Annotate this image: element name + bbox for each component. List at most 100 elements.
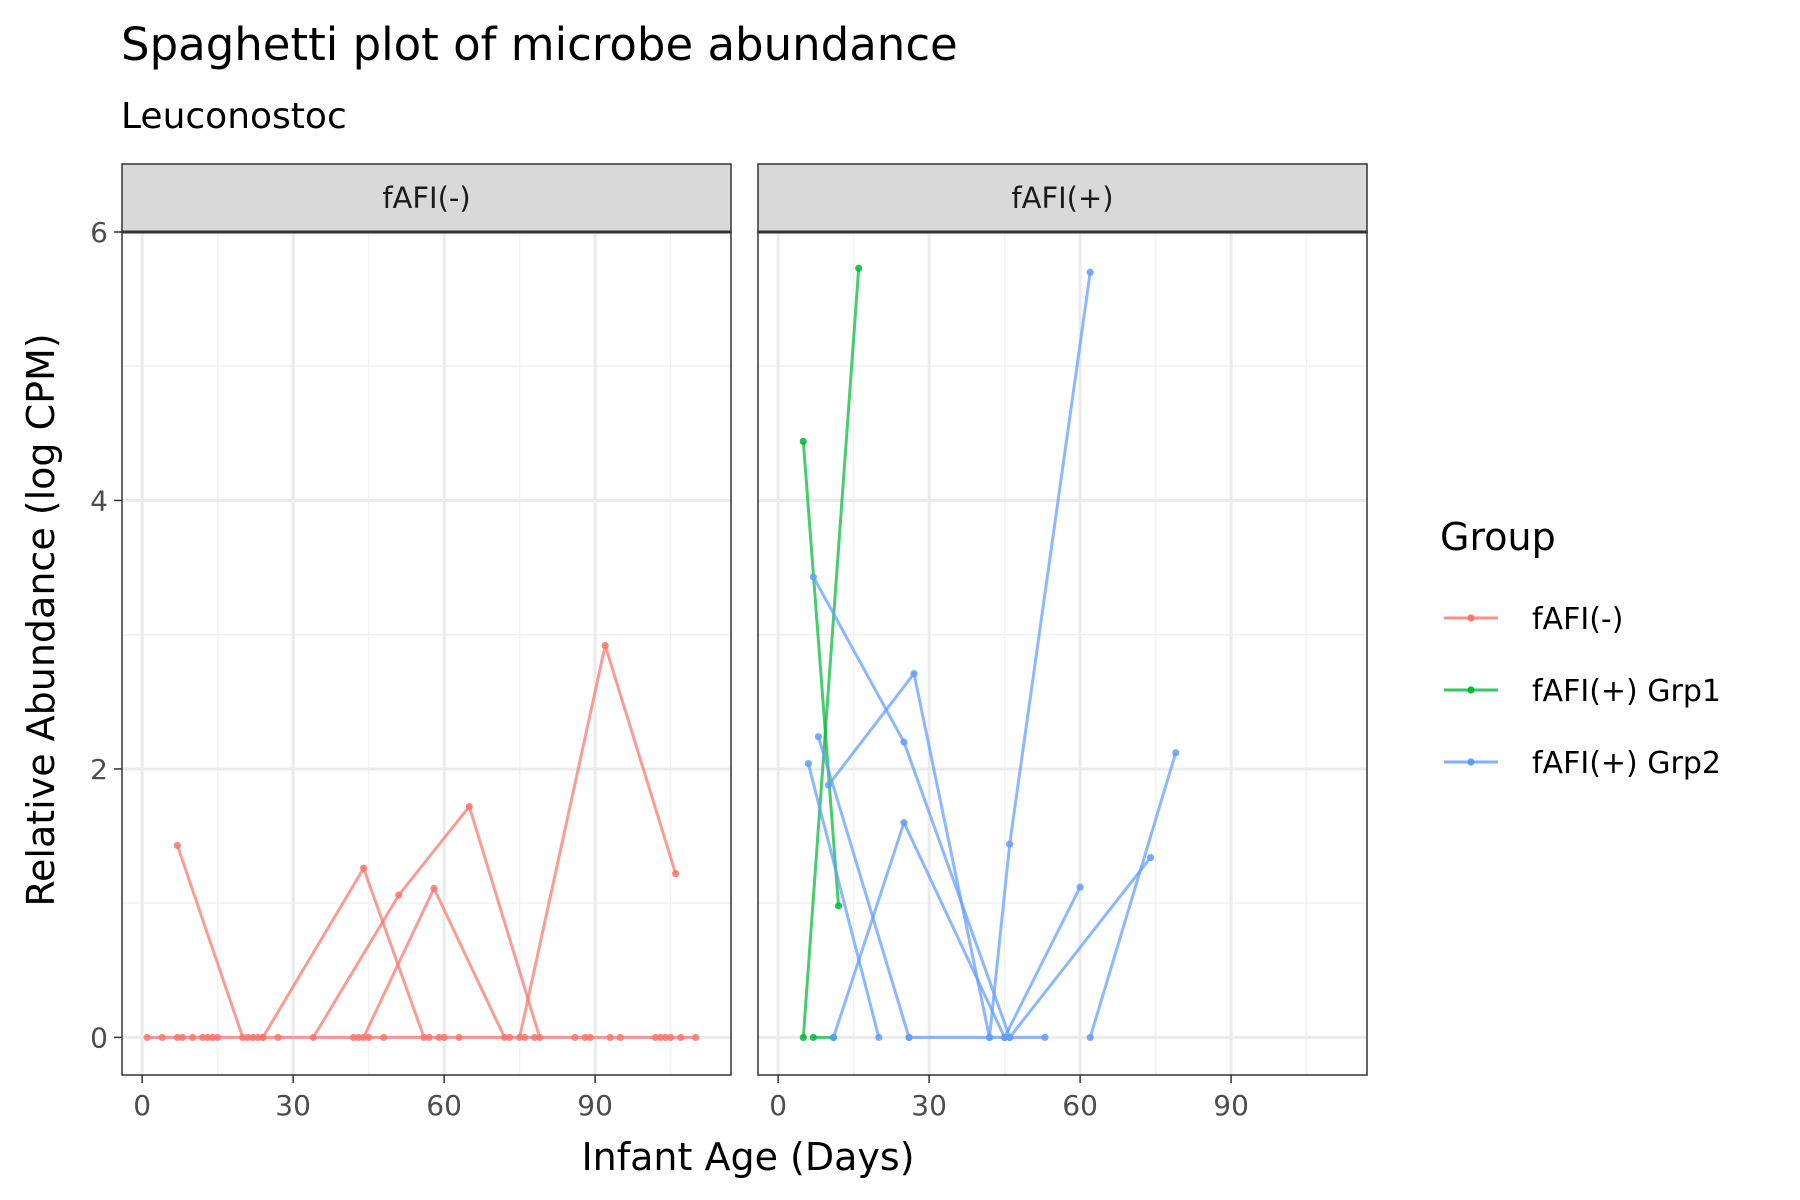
- data-point: [173, 841, 181, 850]
- data-point: [804, 759, 812, 768]
- x-axis-ticks: 0 30 60 90 0 30 60 90: [133, 1075, 1249, 1122]
- x-tick-label: 90: [577, 1089, 613, 1122]
- data-point: [809, 573, 817, 581]
- data-point: [349, 1033, 358, 1042]
- data-point: [521, 1033, 529, 1042]
- data-point: [244, 1033, 252, 1042]
- facet-strip: [121, 163, 732, 233]
- data-point: [601, 641, 609, 650]
- series-line: [312, 805, 542, 1039]
- data-point: [824, 781, 833, 789]
- data-point: [1146, 853, 1155, 862]
- y-axis-title: Relative Abundance (log CPM): [19, 333, 63, 906]
- data-point: [900, 819, 908, 827]
- series-line: [806, 763, 881, 1038]
- data-point: [661, 1033, 670, 1042]
- facet-panels: fAFI(-) fAFI(+): [121, 163, 1368, 1076]
- data-point: [1086, 1033, 1094, 1042]
- legend-label: fAFI(+) Grp2: [1532, 746, 1721, 781]
- x-tick-label: 0: [769, 1089, 787, 1122]
- data-point: [173, 1033, 181, 1042]
- legend-title: Group: [1440, 515, 1556, 559]
- y-tick-label: 6: [90, 216, 108, 249]
- x-tick-label: 90: [1213, 1089, 1249, 1122]
- legend-key-point: [1467, 614, 1475, 622]
- panel-background: [122, 232, 731, 1075]
- data-point: [425, 1033, 433, 1042]
- x-tick-label: 30: [911, 1089, 947, 1122]
- data-point: [829, 1033, 838, 1042]
- data-point: [809, 1033, 817, 1042]
- data-point: [814, 733, 822, 741]
- data-point: [571, 1033, 579, 1042]
- data-point: [586, 1033, 594, 1042]
- facet-strip-label: fAFI(-): [382, 181, 470, 215]
- facet-strip: [757, 163, 1368, 233]
- data-point: [1006, 840, 1014, 848]
- series-line: [1008, 856, 1152, 1039]
- data-point: [651, 1033, 660, 1042]
- data-point: [672, 870, 680, 878]
- legend-label: fAFI(+) Grp1: [1532, 674, 1721, 709]
- series-line: [801, 268, 861, 1038]
- y-axis-ticks: 0 2 4 6: [90, 216, 122, 1054]
- data-point: [430, 884, 438, 893]
- data-point: [1041, 1033, 1049, 1042]
- legend-key-point: [1467, 758, 1475, 766]
- data-point: [214, 1033, 222, 1042]
- data-point: [249, 1033, 257, 1042]
- series-line: [801, 441, 840, 907]
- facet-strip-label: fAFI(+): [1011, 181, 1113, 215]
- data-point: [1086, 268, 1094, 276]
- y-tick-label: 4: [90, 484, 108, 517]
- data-point: [203, 1033, 212, 1042]
- data-point: [1001, 1033, 1009, 1042]
- y-tick-label: 2: [90, 753, 108, 786]
- data-point: [274, 1033, 282, 1042]
- data-point: [855, 264, 863, 272]
- data-point: [354, 1033, 363, 1042]
- facet-panel: fAFI(+): [757, 163, 1368, 1076]
- legend-entry: fAFI(-): [1444, 602, 1623, 637]
- data-point: [834, 902, 843, 910]
- data-point: [143, 1033, 151, 1042]
- legend: Group fAFI(-) fAFI(+) Grp1 fAFI(+) Grp2: [1440, 515, 1721, 781]
- data-point: [440, 1033, 448, 1042]
- data-point: [531, 1033, 539, 1042]
- data-point: [606, 1033, 614, 1042]
- legend-entry: fAFI(+) Grp1: [1444, 674, 1721, 709]
- data-point: [505, 1033, 514, 1042]
- legend-entry: fAFI(+) Grp2: [1444, 746, 1721, 781]
- data-point: [455, 1033, 463, 1042]
- data-point: [677, 1033, 685, 1042]
- data-point: [359, 864, 368, 872]
- x-tick-label: 30: [275, 1089, 311, 1122]
- data-point: [198, 1033, 207, 1042]
- x-tick-label: 60: [426, 1089, 462, 1122]
- data-point: [616, 1033, 624, 1042]
- panel-background: [758, 232, 1367, 1075]
- y-tick-label: 0: [90, 1021, 108, 1054]
- x-tick-label: 0: [133, 1089, 151, 1122]
- chart-subtitle: Leuconostoc: [121, 96, 347, 137]
- data-point: [905, 1033, 913, 1042]
- data-point: [188, 1033, 197, 1042]
- data-point: [1172, 749, 1180, 757]
- chart-title: Spaghetti plot of microbe abundance: [121, 18, 958, 71]
- data-point: [692, 1033, 700, 1042]
- data-point: [900, 738, 908, 746]
- x-axis-title: Infant Age (Days): [581, 1135, 914, 1179]
- data-point: [581, 1033, 589, 1042]
- data-point: [208, 1033, 217, 1042]
- data-point: [178, 1033, 186, 1042]
- series-line: [816, 736, 911, 1038]
- facet-panel: fAFI(-): [121, 163, 732, 1076]
- data-point: [395, 891, 403, 899]
- data-point: [158, 1033, 166, 1042]
- series-line: [1003, 886, 1082, 1039]
- data-point: [254, 1033, 262, 1042]
- data-point: [875, 1033, 883, 1042]
- legend-label: fAFI(-): [1532, 602, 1623, 637]
- data-point: [435, 1033, 443, 1042]
